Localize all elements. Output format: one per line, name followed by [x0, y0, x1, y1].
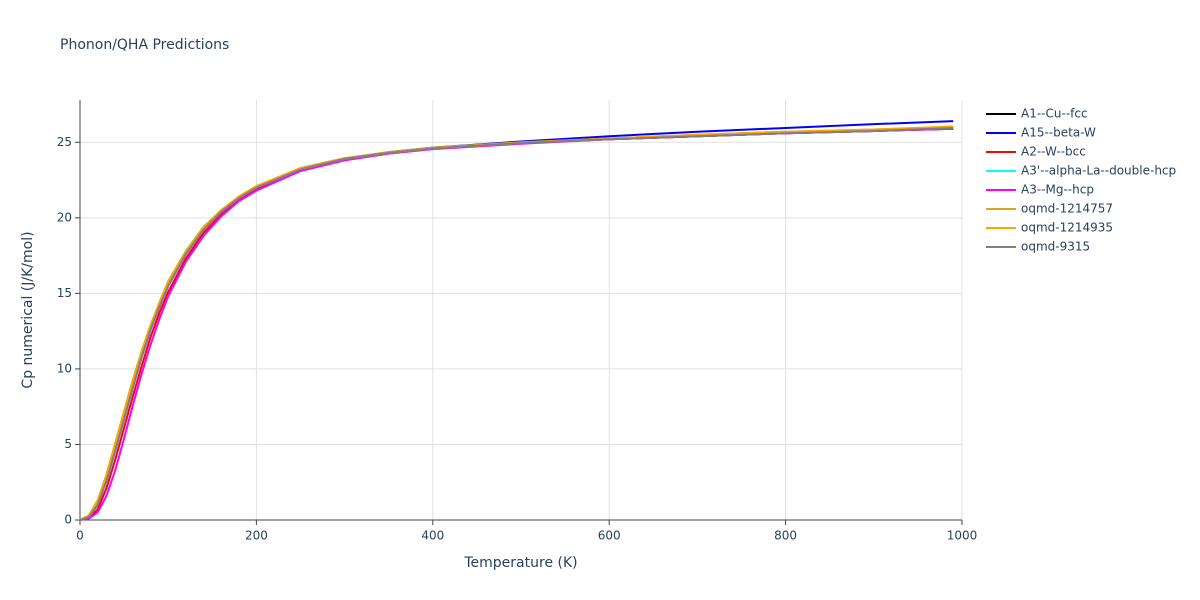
- x-tick-label: 400: [421, 529, 444, 543]
- y-axis-title: Cp numerical (J/K/mol): [20, 231, 36, 388]
- legend-label[interactable]: A15--beta-W: [1021, 126, 1096, 140]
- y-tick-label: 20: [57, 210, 72, 224]
- y-tick-label: 10: [57, 361, 72, 375]
- x-tick-label: 0: [76, 529, 84, 543]
- x-tick-label: 800: [774, 529, 797, 543]
- x-axis-title: Temperature (K): [463, 555, 577, 571]
- y-tick-label: 5: [64, 437, 72, 451]
- legend-label[interactable]: A2--W--bcc: [1021, 145, 1086, 159]
- legend-label[interactable]: A3--Mg--hcp: [1021, 183, 1094, 197]
- y-tick-label: 25: [57, 135, 72, 149]
- x-tick-label: 200: [245, 529, 268, 543]
- legend-label[interactable]: A3'--alpha-La--double-hcp: [1021, 164, 1176, 178]
- y-tick-label: 0: [64, 513, 72, 527]
- y-tick-label: 15: [57, 286, 72, 300]
- data-line: [79, 126, 954, 521]
- legend-label[interactable]: oqmd-9315: [1021, 240, 1090, 254]
- legend-label[interactable]: oqmd-1214935: [1021, 221, 1113, 235]
- chart-title: Phonon/QHA Predictions: [60, 37, 229, 53]
- legend-label[interactable]: oqmd-1214757: [1021, 202, 1113, 216]
- x-tick-label: 1000: [947, 529, 978, 543]
- x-tick-label: 600: [598, 529, 621, 543]
- legend-label[interactable]: A1--Cu--fcc: [1021, 107, 1088, 121]
